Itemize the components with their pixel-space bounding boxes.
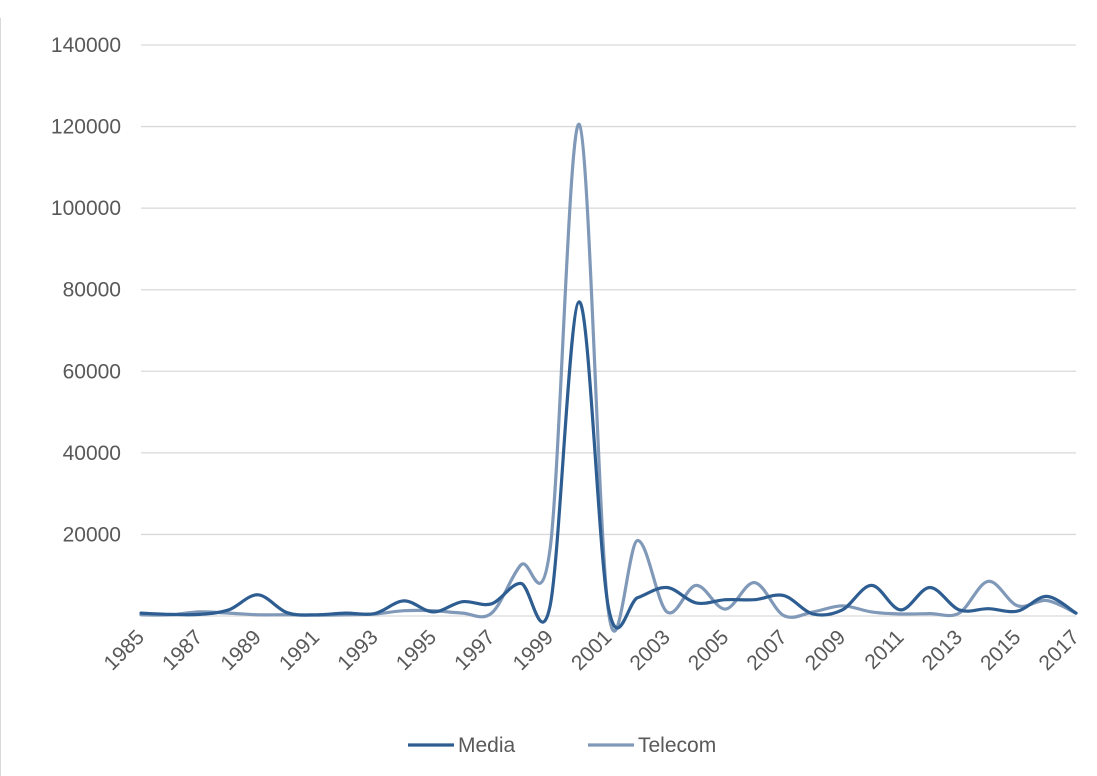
line-chart: 20000 40000 60000 80000 100000 120000 140000 19… <box>51 34 1084 757</box>
chart-area: 20000 40000 60000 80000 100000 120000 140000 19… <box>0 18 1097 776</box>
x-tick-label: 2001 <box>567 626 616 675</box>
x-tick-label: 1989 <box>216 626 265 675</box>
x-tick-label: 2005 <box>684 626 733 675</box>
x-tick-label: 1991 <box>275 626 324 675</box>
x-tick-label: 2015 <box>976 626 1025 675</box>
x-tick-label: 2017 <box>1035 626 1084 675</box>
x-tick-label: 1985 <box>100 626 149 675</box>
y-tick-label: 140000 <box>51 34 121 57</box>
y-tick-label: 20000 <box>63 523 121 546</box>
y-tick-label: 100000 <box>51 197 121 220</box>
x-tick-label: 1999 <box>509 626 558 675</box>
x-tick-label: 1995 <box>392 626 441 675</box>
x-tick-label: 1993 <box>333 626 382 675</box>
x-tick-label: 1987 <box>158 626 207 675</box>
x-tick-label: 1997 <box>450 626 499 675</box>
y-tick-label: 120000 <box>51 116 121 139</box>
x-tick-label: 2003 <box>626 626 675 675</box>
y-tick-label: 60000 <box>63 360 121 383</box>
legend-label-telecom: Telecom <box>638 734 716 757</box>
x-tick-label: 2013 <box>918 626 967 675</box>
x-tick-label: 2009 <box>801 626 850 675</box>
series-line-media <box>139 300 1078 630</box>
chart-title <box>0 0 1097 18</box>
x-tick-label: 2007 <box>742 626 791 675</box>
y-tick-label: 40000 <box>63 442 121 465</box>
y-tick-label: 80000 <box>63 279 121 302</box>
x-tick-label: 2011 <box>860 626 908 674</box>
series-line-telecom <box>139 122 1078 633</box>
legend-label-media: Media <box>458 734 516 757</box>
